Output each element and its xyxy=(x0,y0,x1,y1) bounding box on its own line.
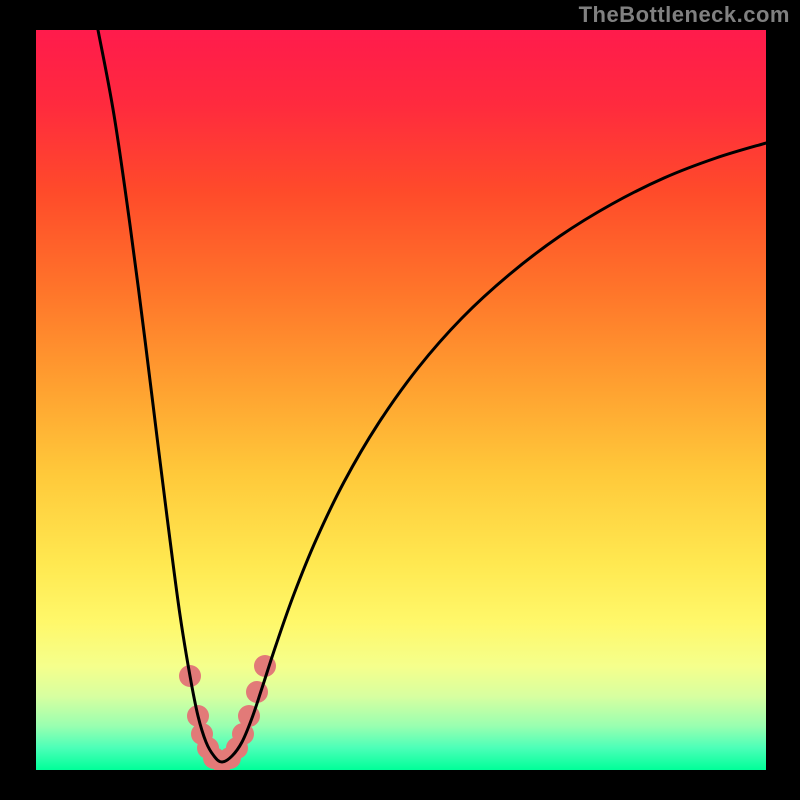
chart-container: TheBottleneck.com xyxy=(0,0,800,800)
plot-area xyxy=(36,30,766,770)
bottleneck-chart-svg xyxy=(0,0,800,800)
attribution-label: TheBottleneck.com xyxy=(579,2,790,28)
